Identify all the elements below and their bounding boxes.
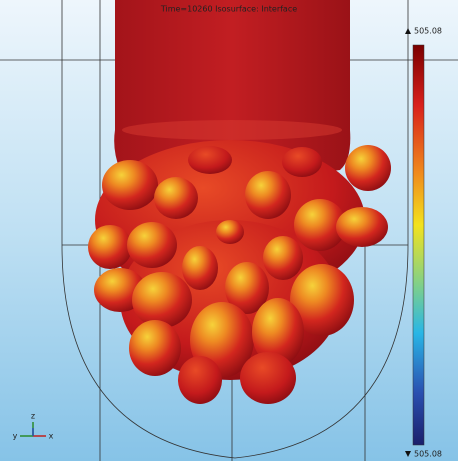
colorbar-max: 505.08 bbox=[414, 27, 442, 36]
z-label: z bbox=[31, 412, 35, 421]
plot-title: Time=10260 Isosurface: Interface bbox=[160, 5, 297, 14]
y-label: y bbox=[13, 432, 18, 441]
x-label: x bbox=[49, 432, 54, 441]
colorbar bbox=[413, 45, 424, 445]
colorbar-min: 505.08 bbox=[414, 450, 442, 459]
viewport: Time=10260 Isosurface: Interface 505.08 … bbox=[0, 0, 458, 461]
